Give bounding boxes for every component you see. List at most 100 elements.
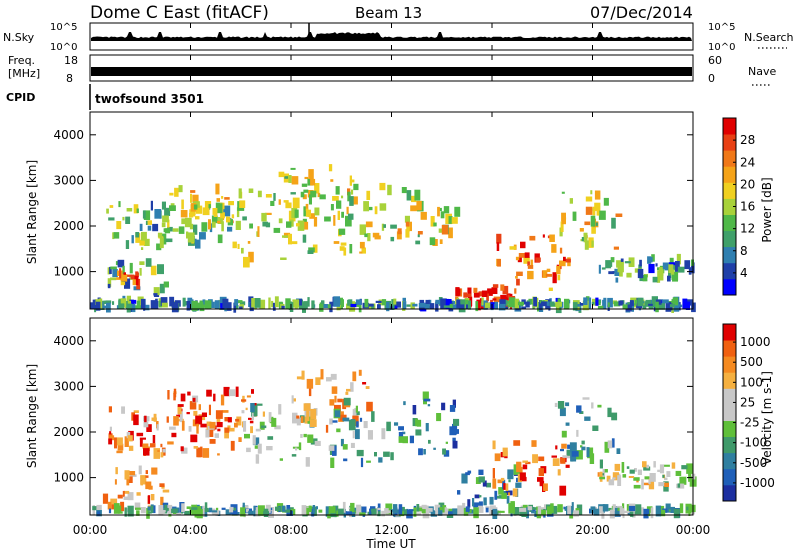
heatmap-cell: [213, 393, 216, 402]
heatmap-cell: [145, 220, 148, 225]
heatmap-cell: [610, 257, 615, 263]
heatmap-cell: [508, 502, 515, 514]
heatmap-cell: [112, 232, 115, 240]
heatmap-cell: [201, 222, 208, 232]
heatmap-cell: [200, 446, 203, 456]
x-tick-label: 20:00: [575, 523, 610, 537]
heatmap-cell: [164, 228, 171, 234]
heatmap-cell: [487, 288, 493, 296]
heatmap-cell: [124, 278, 131, 289]
heatmap-cell: [190, 190, 196, 193]
heatmap-cell: [643, 466, 651, 471]
heatmap-cell: [332, 420, 338, 423]
heatmap-cell: [479, 495, 482, 498]
heatmap-cell: [591, 301, 595, 305]
heatmap-cell: [599, 506, 604, 514]
heatmap-cell: [564, 507, 568, 511]
heatmap-cell: [648, 478, 655, 490]
heatmap-cell: [356, 504, 362, 514]
heatmap-cell: [628, 505, 636, 512]
heatmap-cell: [169, 296, 175, 307]
heatmap-cell: [152, 301, 159, 310]
heatmap-cell: [308, 387, 312, 397]
heatmap-cell: [303, 433, 307, 438]
heatmap-cell: [377, 507, 381, 517]
heatmap-cell: [603, 197, 609, 206]
y-tick-label: 3000: [53, 173, 84, 187]
heatmap-cell: [296, 223, 300, 227]
heatmap-cell: [360, 457, 364, 468]
heatmap-cell: [193, 204, 198, 210]
heatmap-cell: [423, 449, 426, 455]
heatmap-cell: [409, 221, 412, 232]
heatmap-cell: [324, 216, 331, 222]
heatmap-cell: [204, 502, 208, 513]
heatmap-cell: [138, 465, 142, 475]
heatmap-cell: [228, 509, 234, 513]
heatmap-cell: [333, 296, 340, 307]
heatmap-cell: [301, 183, 308, 187]
heatmap-cell: [310, 178, 316, 186]
heatmap-cell: [221, 196, 224, 199]
heatmap-cell: [124, 470, 130, 480]
heatmap-cell: [441, 224, 449, 235]
heatmap-cell: [141, 247, 144, 250]
heatmap-cell: [612, 477, 616, 480]
heatmap-cell: [343, 397, 351, 406]
heatmap-cell: [398, 426, 404, 431]
heatmap-cell: [308, 247, 315, 253]
heatmap-cell: [527, 261, 530, 267]
heatmap-cell: [225, 509, 231, 515]
heatmap-cell: [145, 481, 152, 490]
heatmap-cell: [643, 482, 651, 486]
heatmap-cell: [673, 303, 680, 312]
heatmap-cell: [364, 233, 368, 238]
heatmap-cell: [637, 297, 644, 307]
beam-title: Beam 13: [355, 4, 422, 22]
heatmap-cell: [612, 472, 619, 481]
velocity-panel: 1000 2000 3000 4000 Slant Range [km] 1000 50…: [25, 317, 775, 519]
heatmap-cell: [330, 457, 335, 468]
heatmap-cell: [146, 424, 152, 432]
heatmap-cell: [475, 477, 481, 484]
heatmap-cell: [153, 413, 157, 422]
heatmap-cell: [467, 470, 472, 474]
heatmap-cell: [537, 477, 544, 482]
heatmap-cell: [621, 462, 625, 473]
heatmap-cell: [563, 256, 566, 262]
heatmap-cell: [624, 510, 630, 513]
heatmap-cell: [428, 439, 431, 444]
heatmap-cell: [393, 504, 398, 514]
heatmap-cell: [133, 414, 139, 426]
heatmap-cell: [330, 179, 334, 182]
heatmap-cell: [150, 505, 154, 513]
heatmap-cell: [429, 237, 436, 246]
heatmap-cell: [671, 302, 674, 313]
heatmap-cell: [135, 233, 141, 243]
heatmap-cell: [310, 190, 317, 198]
heatmap-cell: [241, 399, 247, 402]
heatmap-cell: [525, 461, 531, 465]
heatmap-cell: [633, 484, 641, 489]
heatmap-cell: [629, 300, 634, 307]
colorbar-tick-label: 20: [740, 177, 755, 191]
heatmap-cell: [398, 504, 403, 515]
heatmap-cell: [485, 302, 491, 308]
heatmap-cell: [224, 197, 230, 200]
heatmap-cell: [692, 473, 696, 480]
heatmap-cell: [273, 193, 276, 201]
heatmap-cell: [412, 303, 418, 307]
heatmap-cell: [662, 464, 670, 467]
heatmap-cell: [466, 304, 469, 310]
heatmap-cell: [339, 299, 344, 307]
y-tick-label: 4000: [53, 334, 84, 348]
heatmap-cell: [518, 253, 526, 258]
heatmap-cell: [590, 190, 593, 195]
heatmap-cell: [239, 200, 246, 208]
heatmap-cell: [302, 218, 307, 225]
heatmap-cell: [211, 215, 218, 224]
heatmap-cell: [439, 207, 442, 212]
heatmap-cell: [427, 507, 433, 512]
heatmap-cell: [159, 283, 165, 294]
heatmap-cell: [642, 274, 648, 282]
